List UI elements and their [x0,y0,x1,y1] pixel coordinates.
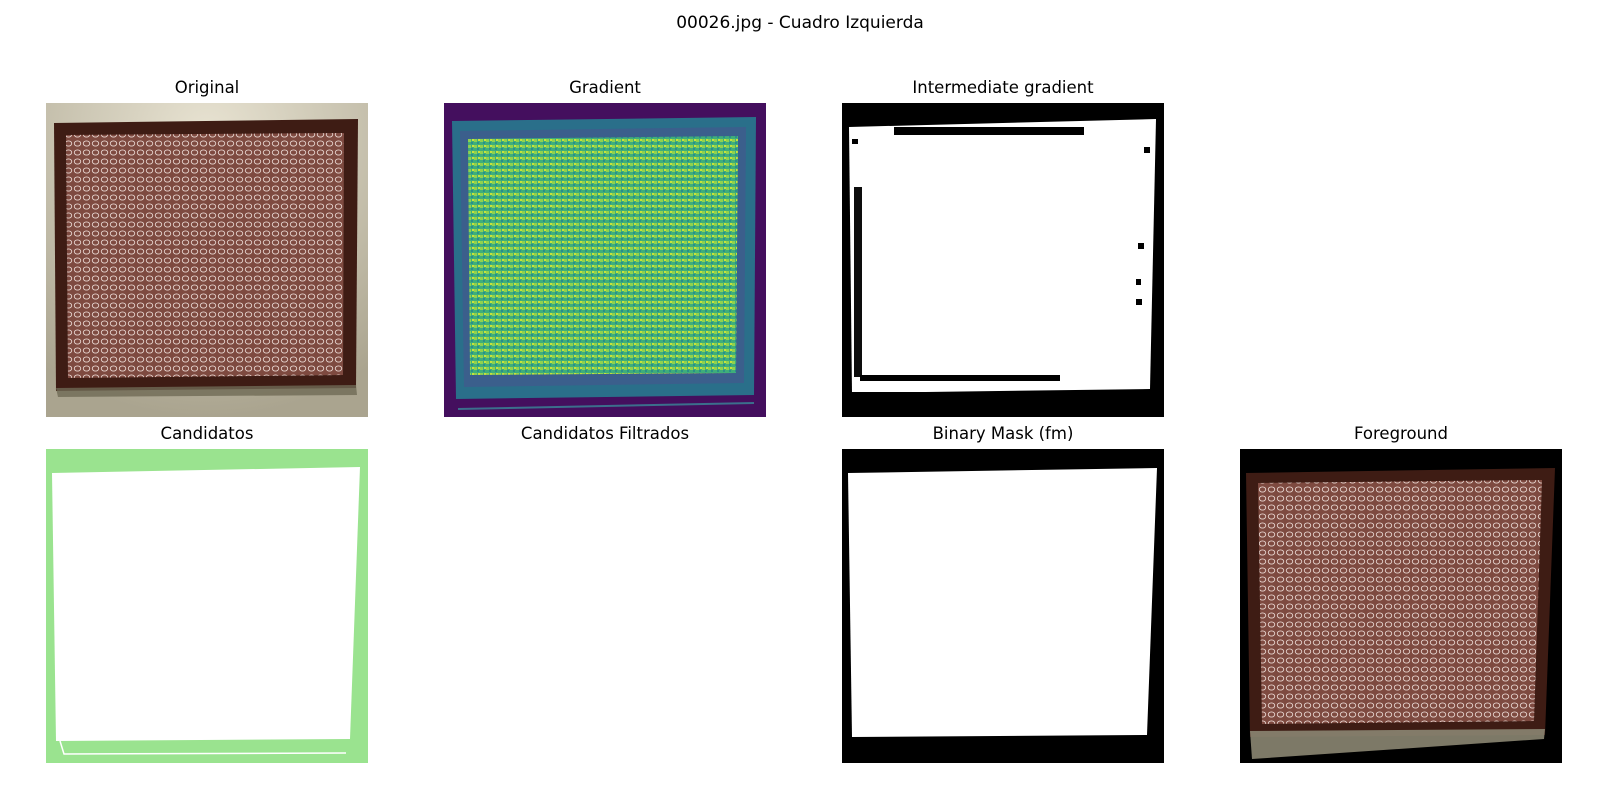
panel-title-gradient: Gradient [569,78,641,97]
foreground-image [1240,449,1562,763]
panel-title-original: Original [174,78,240,97]
intermediate-gradient-image [842,103,1164,417]
gradient-image [444,103,766,417]
figure-title: 00026.jpg - Cuadro Izquierda [676,13,924,33]
binary-mask-image [842,449,1164,763]
panel-title-candidatos: Candidatos [160,424,254,443]
panel-title-foreground: Foreground [1354,424,1448,443]
panel-title-binary-mask: Binary Mask (fm) [932,424,1074,443]
candidatos-image [46,449,368,763]
panel-title-intermediate: Intermediate gradient [912,78,1094,97]
candidatos-filtrados-image [444,449,766,763]
original-image [46,103,368,417]
panel-title-filtrados: Candidatos Filtrados [520,424,690,443]
